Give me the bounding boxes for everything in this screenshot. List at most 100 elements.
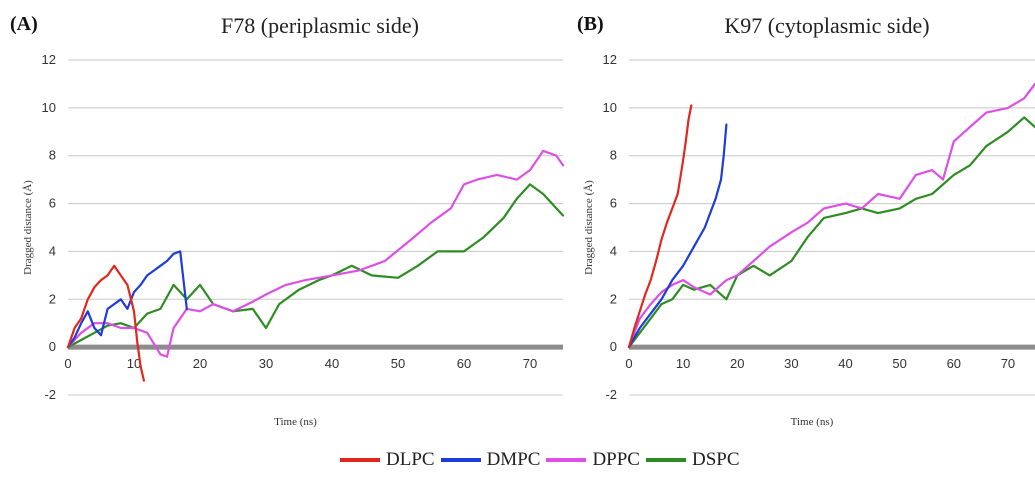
legend-item-dppc: DPPC [546, 449, 640, 471]
chart1-point-dppc [736, 274, 739, 277]
chart1-xtick-label: 30 [784, 356, 798, 371]
chart0-point-dmpc [179, 250, 182, 253]
chart1-xtick-label: 0 [625, 356, 632, 371]
chart1-series-dppc [627, 82, 1035, 349]
chart0-point-dppc [251, 300, 254, 303]
chart0-point-dspc [317, 279, 320, 281]
chart0-point-dmpc [159, 264, 162, 267]
chart0-xtick-label: 50 [391, 356, 405, 371]
chart0-point-dppc [172, 327, 175, 329]
chart0-point-dlpc [133, 310, 135, 313]
chart1-point-dlpc [660, 238, 663, 241]
chart1-point-dppc [985, 111, 988, 114]
chart1-point-dlpc [684, 140, 687, 143]
chart0-point-dmpc [106, 308, 109, 310]
chart0-point-dspc [370, 274, 373, 277]
chart1-point-dspc [693, 288, 695, 291]
chart1-point-dppc [725, 279, 728, 281]
chart0-point-dppc [463, 183, 465, 186]
chart0-point-dppc [430, 221, 432, 224]
chart0-panel-label: (A) [10, 13, 38, 35]
chart1-point-dspc [844, 212, 847, 215]
chart0-point-dspc [298, 288, 300, 291]
chart0-point-dspc [529, 183, 531, 186]
chart1-point-dspc [709, 284, 712, 286]
chart1-xtick-label: 20 [730, 356, 744, 371]
chart1-point-dspc [1023, 116, 1026, 119]
chart1-point-dppc [768, 245, 771, 248]
chart0-point-dspc [146, 312, 149, 315]
chart1-point-dlpc [682, 159, 684, 162]
chart1-xtick-label: 10 [676, 356, 690, 371]
chart0-point-dspc [106, 324, 109, 327]
chart1-point-dppc [638, 317, 641, 320]
chart0-point-dspc [502, 217, 505, 219]
chart0-point-dmpc [166, 260, 168, 262]
chart1-xtick-label: 70 [1001, 356, 1015, 371]
chart1-point-dppc [671, 284, 674, 286]
chart0-point-dlpc [67, 346, 69, 348]
chart1-x-axis-title: Time (ns) [791, 416, 834, 428]
chart-legend: DLPC DMPC DPPC DSPC [340, 448, 746, 472]
chart1-point-dppc [682, 279, 684, 281]
chart0-xtick-label: 20 [193, 356, 207, 371]
chart0-point-dlpc [126, 284, 129, 286]
chart1-point-dmpc [660, 298, 663, 301]
chart1-point-dspc [638, 331, 641, 334]
chart0-point-dlpc [106, 274, 109, 277]
chart0-point-dmpc [185, 308, 188, 310]
chart0-series-dlpc [66, 264, 145, 382]
chart0-point-dppc [93, 322, 96, 325]
chart1-point-dppc [790, 231, 793, 234]
chart1-ytick-label: 2 [610, 291, 617, 306]
chart0-point-dspc [515, 197, 518, 200]
chart1-point-dppc [969, 126, 971, 128]
chart1-point-dlpc [628, 346, 630, 348]
chart1-point-dppc [898, 197, 901, 200]
chart0-point-dppc [304, 279, 307, 281]
chart1-point-dmpc [649, 312, 652, 315]
chart0-point-dppc [357, 269, 360, 272]
chart0-point-dmpc [119, 298, 122, 301]
chart1-ytick-label: 8 [610, 148, 617, 163]
chart1-point-dlpc [638, 310, 641, 313]
chart1-point-dspc [725, 298, 728, 301]
chart1-point-dmpc [671, 279, 674, 281]
legend-swatch-dmpc [440, 458, 481, 462]
chart0-point-dmpc [73, 336, 76, 339]
chart1-xtick-label: 60 [947, 356, 961, 371]
chart1-title: K97 (cytoplasmic side) [724, 13, 929, 38]
chart-panel-a: (A) F78 (periplasmic side) -2 0 2 4 6 8 10 12 0 10 2… [10, 13, 565, 428]
chart0-point-dppc [562, 164, 564, 167]
chart0-point-dspc [265, 327, 267, 329]
chart0-point-dmpc [80, 322, 83, 325]
chart0-point-dmpc [113, 303, 116, 305]
chart1-point-dmpc [703, 226, 706, 229]
chart0-y-axis-title: Dragged distance (Å) [22, 180, 34, 275]
chart0-point-dlpc [136, 341, 139, 344]
chart0-point-dmpc [93, 327, 96, 329]
chart1-point-dspc [768, 274, 771, 277]
chart0-point-dppc [496, 174, 498, 176]
chart0-point-dppc [146, 331, 149, 334]
chart1-point-dppc [844, 202, 847, 205]
chart0-point-dppc [410, 238, 413, 241]
chart0-point-dlpc [80, 317, 83, 320]
chart1-point-dlpc [671, 207, 674, 210]
chart0-point-dspc [172, 284, 175, 286]
legend-swatch-dspc [645, 458, 686, 462]
chart0-point-dspc [93, 331, 96, 334]
chart1-point-dlpc [666, 221, 668, 224]
chart1-point-dspc [671, 298, 674, 301]
chart1-xtick-label: 40 [838, 356, 852, 371]
chart0-series-dspc [66, 183, 565, 349]
legend-label-dlpc: DLPC [386, 449, 435, 470]
chart1-point-dppc [931, 169, 933, 172]
legend-label-dspc: DSPC [691, 449, 740, 470]
chart1-point-dlpc [676, 193, 679, 195]
legend-label-dppc: DPPC [592, 449, 640, 470]
chart0-point-dspc [199, 284, 201, 286]
chart0-point-dlpc [143, 379, 145, 382]
chart1-point-dmpc [722, 154, 725, 157]
chart0-point-dlpc [86, 298, 89, 301]
